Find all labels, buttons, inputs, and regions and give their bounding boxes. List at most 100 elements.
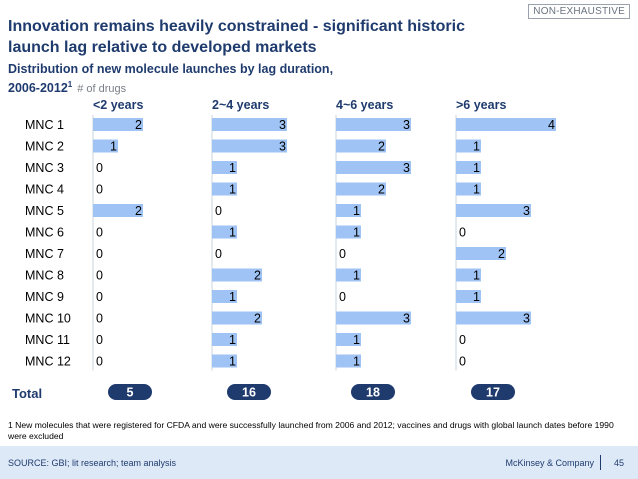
bar (336, 204, 361, 217)
category-label: MNC 9 (25, 290, 64, 304)
data-label: 0 (96, 161, 103, 175)
total-value: 18 (366, 386, 380, 400)
data-label: 1 (110, 140, 117, 154)
bar (456, 161, 481, 174)
footnote: 1 New molecules that were registered for… (8, 420, 614, 441)
data-label: 0 (96, 355, 103, 369)
total-badge (351, 384, 395, 400)
bar (93, 118, 143, 131)
data-label: 1 (353, 355, 360, 369)
data-label: 0 (96, 247, 103, 261)
bar (212, 268, 262, 282)
data-label: 3 (523, 312, 530, 326)
total-value: 16 (242, 386, 256, 400)
data-label: 0 (459, 226, 466, 240)
bar (336, 354, 361, 368)
page-number: 45 (613, 458, 624, 468)
category-label: MNC 6 (25, 226, 64, 240)
data-label: 3 (403, 312, 410, 326)
series-header: <2 years (93, 98, 143, 112)
data-label: 1 (473, 290, 480, 304)
bar (456, 118, 556, 131)
data-label: 0 (96, 183, 103, 197)
bar (456, 290, 481, 303)
non-exhaustive-tag: NON-EXHAUSTIVE (528, 4, 630, 19)
category-label: MNC 10 (25, 312, 71, 326)
bar (212, 225, 237, 239)
bar (456, 139, 481, 153)
data-label: 3 (523, 204, 530, 218)
total-value: 17 (486, 386, 500, 400)
data-label: 2 (254, 269, 261, 283)
bar (336, 139, 386, 153)
series-header: 2~4 years (212, 98, 269, 112)
data-label: 1 (229, 183, 236, 197)
bar (93, 204, 143, 217)
data-label: 1 (353, 204, 360, 218)
data-label: 0 (215, 204, 222, 218)
data-label: 1 (229, 226, 236, 240)
data-label: 0 (96, 269, 103, 283)
data-label: 1 (473, 269, 480, 283)
launch-lag-chart: MNC 1 MNC 2 MNC 3 MNC 4 MNC 5 MNC 6 MNC 7 MNC 8… (12, 98, 556, 401)
data-label: 3 (279, 118, 286, 132)
total-badge (227, 384, 271, 400)
bar (93, 139, 118, 153)
data-label: 3 (279, 140, 286, 154)
category-label: MNC 5 (25, 204, 64, 218)
total-badge (108, 384, 152, 400)
bar (212, 290, 237, 303)
total-label: Total (12, 386, 42, 401)
total-badge (471, 384, 515, 400)
bar (336, 225, 361, 239)
total-value: 5 (127, 386, 134, 400)
bar (212, 354, 237, 368)
data-label: 1 (229, 333, 236, 347)
category-label: MNC 11 (25, 333, 70, 347)
data-label: 1 (473, 183, 480, 197)
page-separator (600, 455, 601, 470)
company-name: McKinsey & Company (505, 458, 594, 468)
data-label: 0 (459, 355, 466, 369)
category-label: MNC 4 (25, 183, 64, 197)
category-label: MNC 1 (25, 118, 64, 132)
bar (336, 311, 411, 325)
bar (212, 311, 262, 325)
data-label: 1 (353, 269, 360, 283)
data-label: 1 (473, 140, 480, 154)
bar (336, 161, 411, 174)
data-label: 1 (473, 161, 480, 175)
bar (456, 204, 531, 217)
category-label: MNC 2 (25, 140, 64, 154)
data-label: 1 (353, 333, 360, 347)
data-label: 0 (215, 247, 222, 261)
bar (212, 118, 287, 131)
bar (212, 161, 237, 174)
chart-subtitle-period: 2006-20121 # of drugs (8, 77, 126, 97)
bar (456, 311, 531, 325)
data-label: 1 (229, 355, 236, 369)
bar (336, 182, 386, 196)
page-title: Innovation remains heavily constrained -… (8, 18, 465, 56)
data-label: 0 (339, 247, 346, 261)
bar (456, 182, 481, 196)
series-header: 4~6 years (336, 98, 393, 112)
data-label: 2 (378, 183, 385, 197)
data-label: 3 (403, 118, 410, 132)
bar (212, 182, 237, 196)
data-label: 1 (353, 226, 360, 240)
bar (212, 333, 237, 346)
data-label: 2 (378, 140, 385, 154)
footer-bar (0, 446, 638, 479)
category-label: MNC 3 (25, 161, 64, 175)
subtitle-period: 2006-2012 (8, 81, 68, 96)
data-label: 1 (229, 161, 236, 175)
source-note: SOURCE: GBI; lit research; team analysis (8, 458, 177, 468)
bar (456, 268, 481, 282)
data-label: 0 (96, 312, 103, 326)
category-label: MNC 8 (25, 269, 64, 283)
data-label: 2 (498, 247, 505, 261)
bar (336, 118, 411, 131)
data-label: 4 (548, 118, 555, 132)
data-label: 1 (229, 290, 236, 304)
